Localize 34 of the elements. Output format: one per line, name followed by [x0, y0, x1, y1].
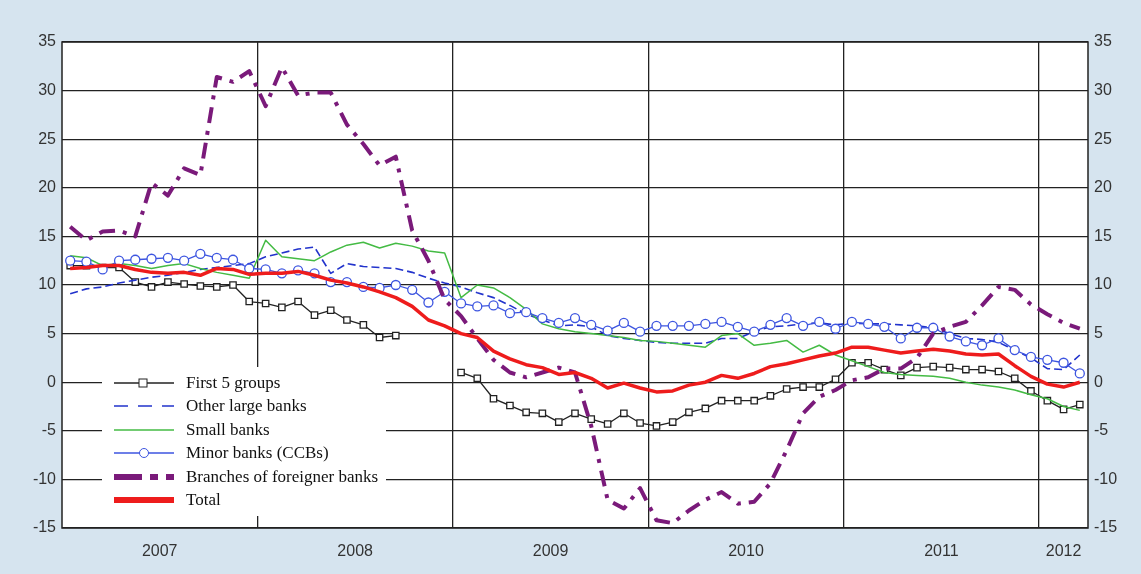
x-tick-label: 2010 — [728, 542, 764, 560]
y-tick-label: -10 — [32, 469, 57, 487]
y2-tick-label: 15 — [1094, 226, 1112, 244]
x-tick-label: 2008 — [337, 542, 374, 560]
y2-tick-label: -5 — [1094, 421, 1109, 439]
y2-tick-label: 35 — [1094, 32, 1112, 50]
legend-label: Branches of foreigner banks — [186, 466, 379, 487]
y-tick-label: -15 — [32, 518, 57, 536]
y-tick-label: 35 — [38, 32, 57, 50]
legend-label: Other large banks — [186, 396, 307, 417]
y-tick-label: 10 — [38, 275, 57, 293]
y-tick-label: 15 — [38, 226, 57, 244]
y-tick-label: 20 — [38, 178, 57, 196]
y2-tick-label: 5 — [1094, 324, 1103, 342]
x-tick-label: 2011 — [924, 542, 959, 560]
y-tick-label: -5 — [41, 421, 57, 439]
legend-label: First 5 groups — [186, 372, 281, 393]
y2-tick-label: -10 — [1094, 469, 1118, 487]
y2-tick-label: 30 — [1094, 81, 1112, 99]
legend-label: Small banks — [186, 419, 270, 440]
legend-label: Minor banks (CCBs) — [186, 443, 329, 464]
x-tick-label: 2012 — [1045, 542, 1082, 560]
y-tick-label: 30 — [38, 81, 57, 99]
y-tick-label: 5 — [47, 324, 57, 342]
x-tick-label: 2009 — [532, 542, 569, 560]
legend-label: Total — [186, 490, 221, 511]
y2-tick-label: 10 — [1094, 275, 1112, 293]
y2-tick-label: 25 — [1094, 129, 1112, 147]
y-tick-label: 0 — [47, 372, 57, 390]
y2-tick-label: 0 — [1094, 372, 1103, 390]
y-tick-label: 25 — [38, 129, 57, 147]
y2-tick-label: 20 — [1094, 178, 1112, 196]
y2-tick-label: -15 — [1094, 518, 1118, 536]
x-tick-label: 2007 — [141, 542, 178, 560]
